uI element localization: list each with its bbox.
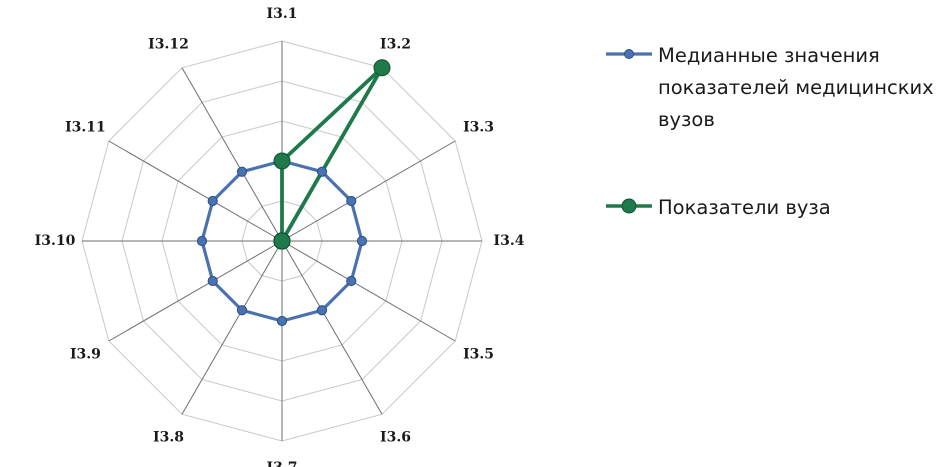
axis-spoke [281,240,456,342]
legend-key-median [606,49,652,59]
axis-label: I3.11 [65,120,106,136]
legend-label-median: Медианные значения показателей медицинск… [658,44,934,131]
axis-spoke [181,67,283,242]
axis-label: I3.7 [267,460,298,467]
legend-label-university: Показатели вуза [658,196,831,219]
series-1-point [207,275,218,287]
series-1-point [276,315,288,327]
axis-label: I3.6 [380,430,411,446]
series-1-point [346,275,357,287]
radar-chart: I3.1 I3.2 I3.3 I3.4 I3.5 I3.6 I3.7 I3.8 I3.9 I3.1… [35,6,525,467]
axis-label: I3.12 [148,36,189,52]
axis-spoke [108,140,283,242]
legend-item-median: Медианные значения показателей медицинск… [600,40,946,136]
series-2-point [373,59,391,77]
axis-label: I3.1 [267,6,298,22]
axis-spoke [281,240,383,415]
legend: Медианные значения показателей медицинск… [600,40,946,224]
axis-spoke [181,240,283,415]
series-1-point [236,166,248,177]
series-line-2 [280,65,384,243]
axis-spoke [108,240,283,342]
axis-label: I3.5 [463,347,494,363]
legend-key-university [606,198,652,214]
axis-label: I3.2 [380,36,411,52]
axis-label: I3.4 [494,233,525,249]
axis-labels: I3.1 I3.2 I3.3 I3.4 I3.5 I3.6 I3.7 I3.8 I3.9 I3.1… [35,6,525,467]
series-1-point [236,305,248,316]
radar-series [196,59,391,327]
series-1-point [316,305,328,316]
series-1-point [346,195,357,207]
series-2-point [273,152,291,170]
series-2-point [273,232,291,250]
axis-label: I3.10 [35,233,76,249]
legend-item-university: Показатели вуза [600,192,946,224]
axis-label: I3.3 [463,120,494,136]
series-1-point [196,235,208,247]
series-1-point [316,166,328,177]
axis-label: I3.9 [70,347,101,363]
series-1-point [356,235,368,247]
series-1-point [207,195,218,207]
axis-spoke [281,140,456,242]
axis-label: I3.8 [153,430,184,446]
